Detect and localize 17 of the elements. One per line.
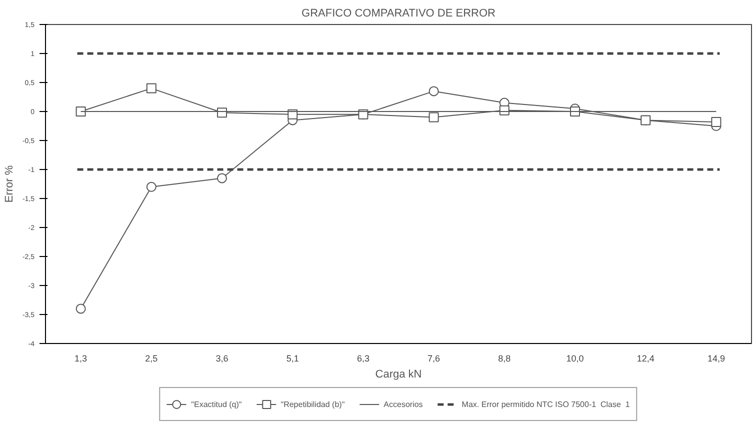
x-tick-label: 8,8: [498, 354, 511, 364]
legend-label: "Repetibilidad (b)": [280, 400, 345, 408]
x-tick-label: 6,3: [356, 354, 370, 364]
x-tick-label: 14,9: [707, 354, 725, 364]
y-axis-title: Error %: [3, 165, 16, 203]
x-tick-label: 5,1: [286, 354, 299, 364]
x-tick-label: 1,3: [74, 354, 88, 364]
x-tick-label: 10,0: [566, 354, 584, 364]
x-tick-label: 2,5: [145, 354, 158, 364]
x-tick-label: 3,6: [216, 354, 228, 364]
legend-label: "Exactitud (q)": [191, 400, 242, 408]
legend-label: Accesorios: [384, 400, 423, 408]
chart-title: GRAFICO COMPARATIVO DE ERROR: [302, 8, 496, 20]
legend-label: Max. Error permitido NTC ISO 7500-1 Clase 1: [462, 400, 630, 408]
x-tick-label: 12,4: [636, 354, 654, 364]
x-axis-title: Carga kN: [375, 368, 422, 380]
x-tick-label: 7,6: [428, 354, 440, 364]
